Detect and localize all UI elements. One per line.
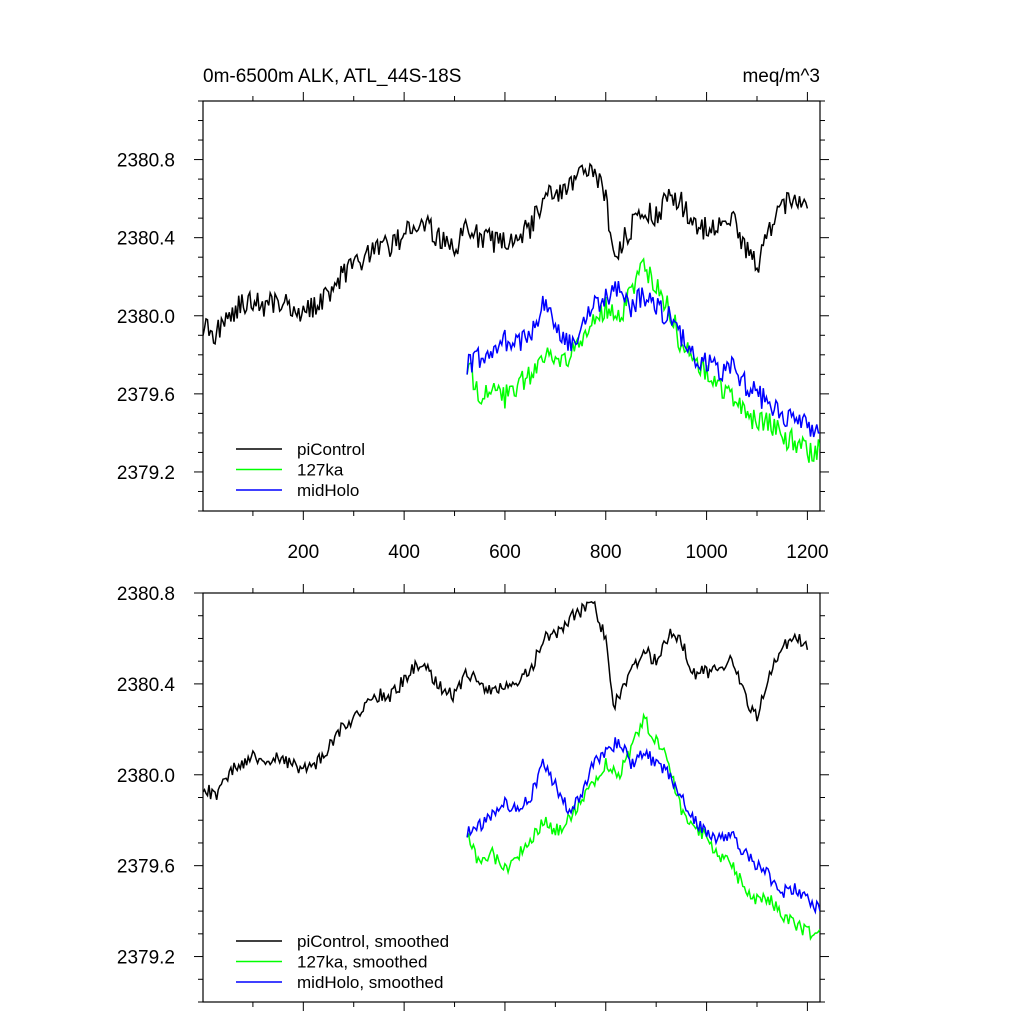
y-tick-label: 2380.8 [117, 151, 175, 172]
chart-title-left: 0m-6500m ALK, ATL_44S-18S [203, 66, 461, 87]
legend-label: 127ka [297, 461, 344, 480]
bottom-plot-panel: 2379.2 2379.6 2380.0 2380.4 2380.8 piControl,… [117, 584, 829, 1011]
y-tick-label: 2379.6 [117, 385, 175, 406]
series-line-picontrol [203, 162, 809, 345]
y-tick-label: 2379.2 [117, 463, 175, 484]
x-tick-label: 200 [287, 542, 319, 563]
series-line-midholo [466, 280, 820, 438]
x-tick-label: 1200 [786, 542, 828, 563]
legend-label: piControl, smoothed [297, 932, 449, 951]
y-tick-label: 2379.2 [117, 948, 175, 969]
x-tick-label: 600 [489, 542, 521, 563]
y-tick-label: 2380.0 [117, 766, 175, 787]
series-line-picontrol-smoothed [203, 600, 809, 800]
legend-label: 127ka, smoothed [297, 953, 427, 972]
top-plot-panel: 200 400 600 800 1000 1200 2379.2 2379.6 2380.0 23… [117, 92, 829, 563]
series-line-127ka [466, 257, 820, 463]
chart-title-right: meq/m^3 [742, 66, 820, 87]
legend-label: midHolo, smoothed [297, 973, 443, 992]
y-tick-label: 2380.4 [117, 675, 176, 696]
legend-label: piControl [297, 440, 365, 459]
y-tick-label: 2380.0 [117, 307, 175, 328]
y-tick-label: 2379.6 [117, 857, 175, 878]
series-line-127ka-smoothed [466, 712, 820, 941]
plot-frame [202, 592, 821, 1003]
legend-label: midHolo [297, 481, 359, 500]
y-tick-label: 2380.8 [117, 584, 175, 605]
x-tick-label: 400 [388, 542, 420, 563]
x-tick-label: 1000 [685, 542, 727, 563]
x-tick-label: 800 [590, 542, 622, 563]
y-tick-label: 2380.4 [117, 229, 176, 250]
plot-frame [202, 100, 821, 512]
series-line-midholo-smoothed [466, 737, 820, 915]
